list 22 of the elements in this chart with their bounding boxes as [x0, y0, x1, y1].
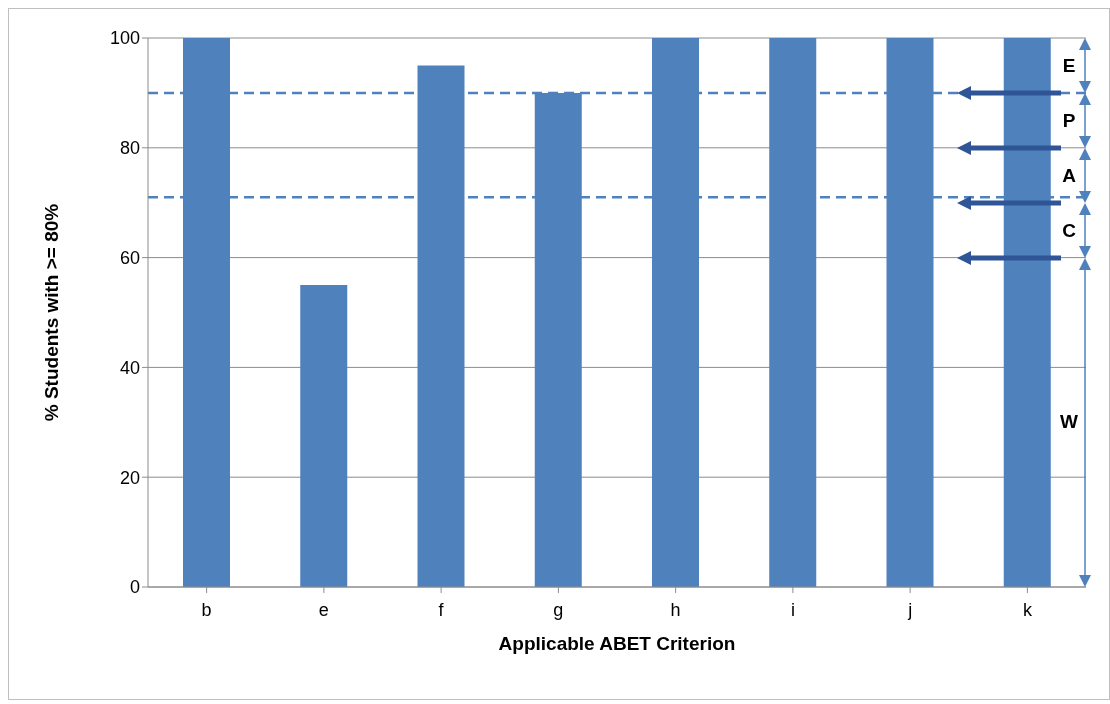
bar	[300, 285, 348, 587]
x-axis-title: Applicable ABET Criterion	[498, 633, 736, 655]
y-tick-label: 0	[129, 577, 140, 598]
y-axis-title: % Students with >= 80%	[40, 203, 62, 422]
annotation: W	[1060, 411, 1079, 432]
annotation: C	[1062, 220, 1077, 241]
x-tick-label: h	[670, 599, 681, 620]
annotation: P	[1062, 110, 1076, 131]
y-tick-label: 100	[109, 28, 140, 49]
x-tick-label: i	[790, 599, 795, 620]
x-tick-label: j	[907, 599, 913, 620]
y-tick-label: 40	[119, 357, 140, 378]
x-tick-label: g	[553, 599, 564, 620]
x-tick-label: k	[1022, 599, 1033, 620]
y-tick-label: 60	[119, 247, 140, 268]
x-tick-label: e	[318, 599, 329, 620]
x-tick-label: f	[438, 599, 445, 620]
y-tick-label: 80	[119, 138, 140, 159]
y-tick-label: 20	[119, 467, 140, 488]
x-tick-label: b	[201, 599, 212, 620]
annotation: E	[1062, 55, 1076, 76]
annotation: A	[1062, 165, 1077, 186]
